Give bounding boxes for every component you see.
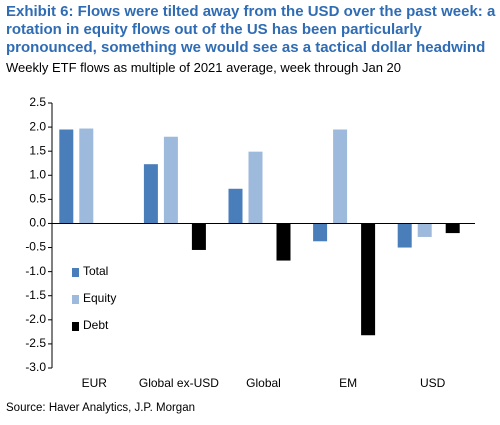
legend-label: Debt: [83, 318, 109, 332]
y-tick-label: 0.0: [29, 216, 46, 230]
bar: [59, 129, 74, 224]
bar: [79, 128, 94, 224]
y-tick-label: -1.5: [25, 288, 46, 302]
bar: [191, 223, 206, 250]
y-tick-label: 0.5: [29, 192, 46, 206]
y-tick-label: 1.5: [29, 143, 46, 157]
bar: [361, 223, 376, 336]
chart-subtitle: Weekly ETF flows as multiple of 2021 ave…: [6, 60, 402, 75]
legend-label: Equity: [83, 291, 116, 305]
bar: [228, 188, 243, 224]
y-tick-label: -2.5: [25, 336, 46, 350]
bar: [248, 151, 263, 224]
y-tick-label: 2.0: [29, 119, 46, 133]
chart-title: Exhibit 6: Flows were tilted away from t…: [6, 3, 496, 56]
bar: [143, 164, 158, 224]
x-tick-label: EUR: [82, 376, 108, 390]
bar: [313, 223, 328, 242]
x-tick-label: USD: [420, 376, 446, 390]
bar: [417, 223, 432, 237]
source-note: Source: Haver Analytics, J.P. Morgan: [6, 402, 195, 414]
y-tick-label: -3.0: [25, 360, 46, 374]
legend-label: Total: [83, 264, 108, 278]
y-tick-label: 2.5: [29, 95, 46, 109]
chart: 2.5 2.0 1.5 1.0 0.5 0.0 -0.5 -1.0 -1.5 -2.0 -2.5 -3…: [25, 95, 475, 390]
bar: [163, 136, 178, 224]
bar: [445, 223, 460, 234]
y-tick-label: 1.0: [29, 167, 46, 181]
bar: [333, 129, 348, 224]
y-tick-label: -1.0: [25, 264, 46, 278]
legend-swatch: [72, 295, 79, 304]
bar: [276, 223, 291, 261]
y-tick-label: -2.0: [25, 312, 46, 326]
x-tick-label: EM: [339, 376, 357, 390]
x-tick-label: Global: [246, 376, 281, 390]
legend-swatch: [72, 268, 79, 277]
bar: [397, 223, 412, 248]
legend-swatch: [72, 322, 79, 331]
y-tick-label: -0.5: [25, 240, 46, 254]
x-tick-label: Global ex-USD: [139, 376, 219, 390]
